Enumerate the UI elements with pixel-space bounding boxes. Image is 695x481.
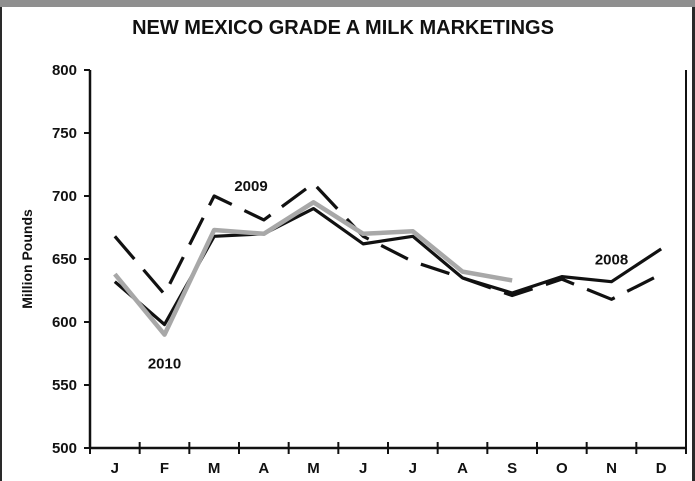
x-tick-label: J [409, 460, 417, 477]
y-ticks: 500 550 600 650 700 750 800 [52, 62, 90, 457]
x-tick-label: A [457, 460, 468, 477]
y-tick-label: 600 [52, 314, 77, 331]
x-tick-label: M [307, 460, 320, 477]
x-tick-label: N [606, 460, 617, 477]
y-axis-label: Million Pounds [19, 209, 35, 309]
x-tick-label: A [258, 460, 269, 477]
y-tick-label: 500 [52, 440, 77, 457]
series-lines [113, 181, 663, 337]
y-tick-label: 800 [52, 62, 77, 79]
y-tick-label: 700 [52, 188, 77, 205]
y-tick-label: 550 [52, 377, 77, 394]
x-tick-label: J [111, 460, 119, 477]
x-tick-label: D [656, 460, 667, 477]
x-tick-label: F [160, 460, 169, 477]
x-tick-label: O [556, 460, 568, 477]
series-line-2009 [113, 181, 662, 301]
x-tick-label: M [208, 460, 221, 477]
left-border [0, 7, 2, 481]
annotation-2008: 2008 [595, 252, 628, 269]
right-border [692, 7, 695, 481]
x-tick-label: J [359, 460, 367, 477]
x-tick-label: S [507, 460, 517, 477]
annotation-2009: 2009 [234, 178, 267, 195]
y-tick-label: 650 [52, 251, 77, 268]
chart-title: NEW MEXICO GRADE A MILK MARKETINGS [132, 17, 554, 39]
top-border [0, 0, 695, 7]
y-tick-label: 750 [52, 125, 77, 142]
annotation-2010: 2010 [148, 356, 181, 373]
series-line-2010 [113, 200, 513, 337]
